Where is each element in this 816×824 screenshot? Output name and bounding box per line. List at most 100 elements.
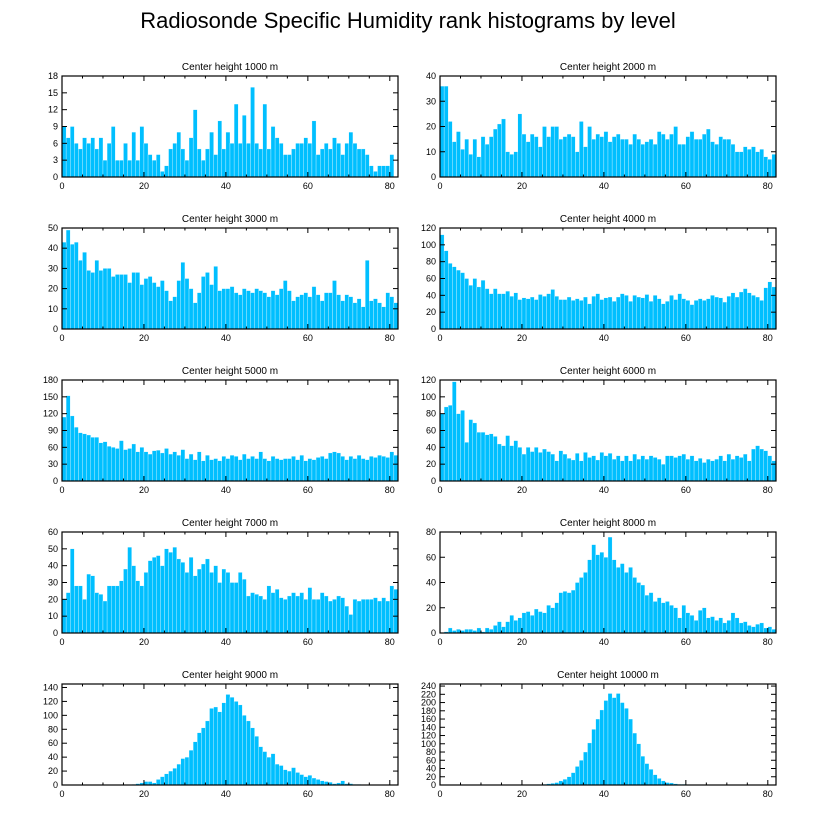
histogram-bar: [759, 622, 764, 634]
histogram-bar: [127, 160, 132, 178]
histogram-bar: [468, 419, 473, 482]
histogram-bar: [665, 601, 670, 634]
histogram-bar: [352, 458, 358, 482]
histogram-bar: [209, 572, 214, 634]
histogram-bar: [213, 266, 218, 330]
histogram-bar: [307, 587, 313, 634]
x-tick-label: 40: [599, 637, 609, 647]
histogram-bar: [389, 451, 395, 482]
histogram-bar: [493, 288, 498, 330]
histogram-bar: [143, 451, 149, 482]
histogram-bar: [176, 455, 181, 482]
histogram-bar: [460, 410, 465, 482]
x-tick-label: 40: [221, 789, 231, 799]
histogram-bar: [607, 536, 613, 634]
histogram-bar: [644, 763, 650, 786]
histogram-bar: [119, 274, 124, 330]
histogram-bar: [98, 442, 104, 482]
histogram-bar: [332, 137, 337, 178]
x-tick-label: 80: [385, 181, 395, 191]
histogram-bar: [595, 293, 600, 330]
histogram-bar: [599, 136, 605, 178]
histogram-bar: [74, 426, 79, 482]
histogram-bar: [74, 585, 79, 634]
histogram-bar: [303, 137, 309, 178]
histogram-bar: [164, 290, 169, 330]
histogram-bar: [611, 559, 617, 634]
histogram-bar: [542, 296, 547, 330]
histogram-bar: [143, 278, 149, 330]
histogram-bar: [575, 151, 580, 178]
histogram-bar: [648, 769, 654, 786]
histogram-bar: [652, 295, 658, 330]
histogram-bar: [274, 589, 280, 634]
histogram-bar: [254, 288, 259, 330]
histogram-bar: [274, 763, 280, 786]
histogram-bar: [373, 171, 378, 178]
histogram-bar: [468, 154, 473, 178]
histogram-bar: [493, 436, 498, 482]
histogram-bar: [217, 582, 222, 634]
histogram-bar: [661, 602, 666, 634]
histogram-bar: [348, 614, 354, 634]
histogram-bar: [636, 743, 641, 786]
y-tick-label: 0: [53, 780, 58, 790]
histogram-bar: [669, 605, 674, 634]
y-tick-label: 60: [48, 442, 58, 452]
histogram-bar: [201, 460, 206, 482]
histogram-bar: [180, 449, 186, 482]
x-tick-label: 80: [763, 485, 773, 495]
y-tick-label: 50: [48, 544, 58, 554]
histogram-bar: [542, 448, 547, 482]
histogram-bar: [344, 143, 349, 178]
histogram-bar: [648, 301, 654, 330]
histogram-bar: [250, 456, 255, 482]
histogram-bar: [632, 453, 637, 482]
histogram-bar: [254, 458, 259, 482]
histogram-bar: [570, 136, 576, 178]
x-tick-label: 60: [681, 637, 691, 647]
histogram-bar: [369, 300, 374, 330]
histogram-bar: [147, 154, 153, 178]
panel-title: Center height 5000 m: [182, 366, 278, 377]
histogram-bar: [501, 293, 506, 330]
histogram-bar: [360, 306, 366, 330]
y-tick-label: 150: [43, 392, 58, 402]
histogram-bar: [534, 447, 539, 482]
x-tick-label: 60: [681, 333, 691, 343]
histogram-bar: [115, 585, 120, 634]
histogram-bar: [356, 600, 362, 634]
y-tick-label: 20: [48, 284, 58, 294]
histogram-bar: [233, 292, 239, 330]
y-tick-label: 60: [426, 755, 436, 765]
histogram-bar: [632, 133, 637, 178]
histogram-bar: [702, 607, 707, 634]
histogram-bar: [160, 452, 165, 482]
histogram-bar: [513, 440, 519, 482]
histogram-bar: [521, 612, 527, 634]
histogram-bar: [587, 126, 592, 178]
histogram-bar: [336, 595, 341, 634]
y-tick-label: 240: [421, 681, 436, 691]
histogram-bar: [583, 751, 588, 786]
histogram-bar: [303, 599, 309, 634]
histogram-bar: [262, 458, 268, 482]
histogram-bar: [620, 138, 625, 178]
histogram-bar: [657, 597, 662, 634]
histogram-bar: [151, 557, 157, 634]
histogram-bar: [221, 702, 227, 786]
histogram-bar: [497, 621, 502, 634]
histogram-bar: [730, 458, 736, 482]
histogram-bar: [595, 459, 600, 482]
histogram-bar: [542, 126, 547, 178]
histogram-bar: [86, 573, 91, 634]
histogram-bar: [336, 452, 341, 482]
histogram-bar: [377, 455, 382, 482]
histogram-bar: [652, 601, 658, 634]
histogram-bar: [262, 292, 268, 330]
histogram-bar: [620, 460, 625, 482]
histogram-bar: [307, 775, 313, 786]
histogram-bar: [78, 432, 83, 482]
histogram-bar: [315, 294, 321, 330]
histogram-bar: [246, 595, 251, 634]
